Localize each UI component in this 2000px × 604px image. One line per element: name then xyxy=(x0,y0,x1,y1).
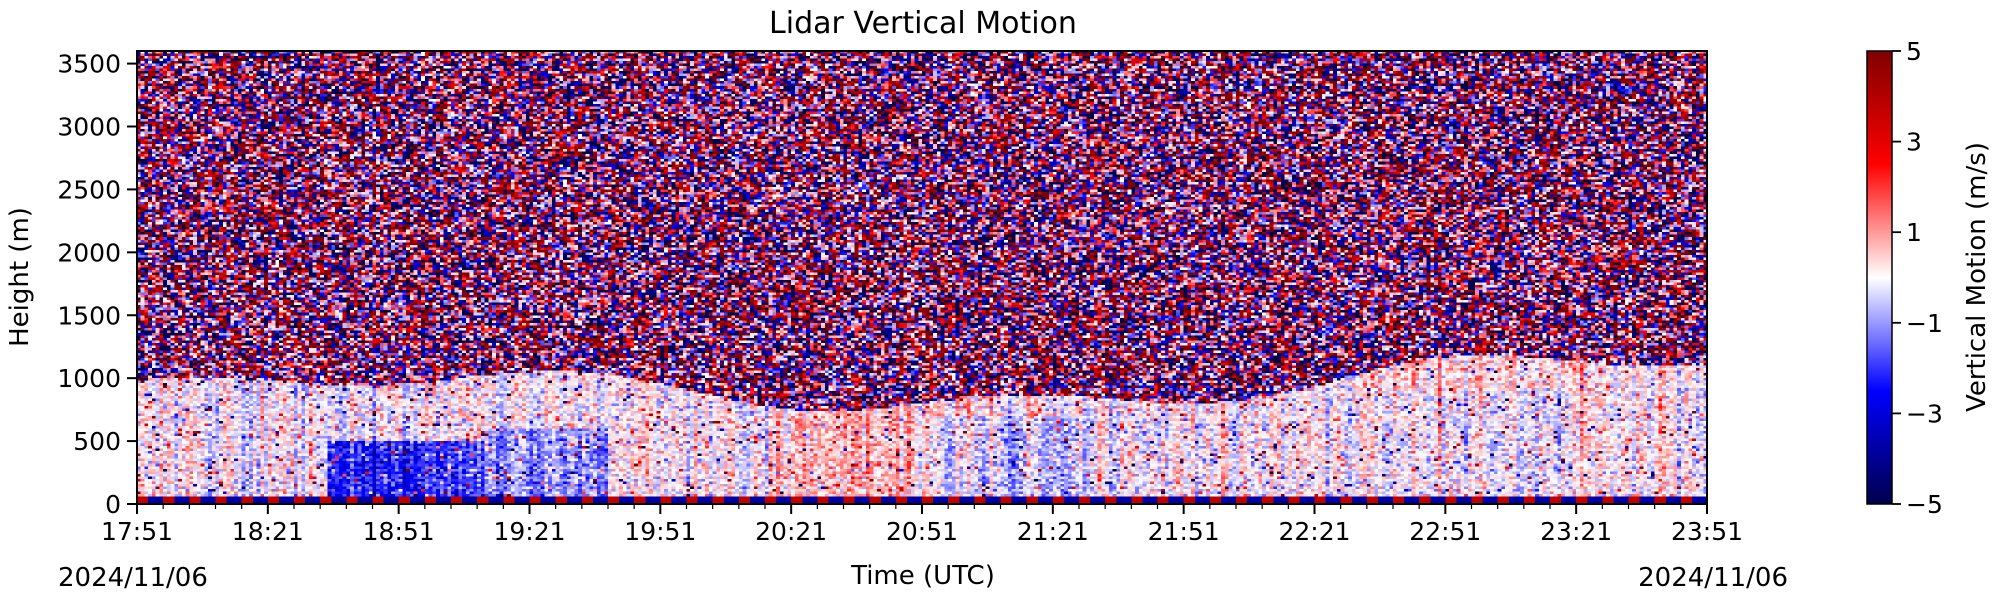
y-tick-label: 2000 xyxy=(57,238,121,267)
y-tick-label: 1500 xyxy=(57,301,121,330)
x-tick-label: 18:51 xyxy=(363,517,435,546)
y-tick-label: 3000 xyxy=(57,113,121,142)
x-tick-label: 18:21 xyxy=(232,517,304,546)
colorbar-tick-label: 1 xyxy=(1906,218,1922,247)
colorbar-label: Vertical Motion (m/s) xyxy=(1962,142,1992,412)
colorbar-ticks: 5 3 1 −1 −3 −5 xyxy=(1892,37,1943,519)
x-tick-label: 20:51 xyxy=(886,517,958,546)
x-tick-label: 22:21 xyxy=(1278,517,1350,546)
colorbar-tick-label: −1 xyxy=(1906,309,1943,338)
heatmap-image xyxy=(137,51,1707,504)
y-axis: 0 500 1000 1500 2000 2500 3000 3500 xyxy=(57,50,137,519)
x-axis: 17:51 18:21 18:51 19:21 19:51 20:21 20:51 21:21… xyxy=(101,504,1743,546)
colorbar-tick-label: −5 xyxy=(1906,490,1943,519)
y-tick-label: 2500 xyxy=(57,175,121,204)
chart-title: Lidar Vertical Motion xyxy=(769,6,1077,41)
y-tick-label: 500 xyxy=(73,427,121,456)
x-tick-label: 19:21 xyxy=(493,517,565,546)
x-tick-label: 23:51 xyxy=(1671,517,1743,546)
y-tick-label: 0 xyxy=(105,490,121,519)
y-tick-label: 1000 xyxy=(57,364,121,393)
colorbar-tick-label: 3 xyxy=(1906,128,1922,157)
heatmap-area xyxy=(137,51,1707,504)
x-tick-label: 22:51 xyxy=(1409,517,1481,546)
y-axis-label: Height (m) xyxy=(5,207,35,347)
colorbar xyxy=(1866,50,1893,505)
x-axis-label: Time (UTC) xyxy=(850,561,995,591)
y-tick-label: 3500 xyxy=(57,50,121,79)
x-tick-label: 19:51 xyxy=(624,517,696,546)
colorbar-tick-label: −3 xyxy=(1906,399,1943,428)
start-date-label: 2024/11/06 xyxy=(58,563,208,593)
end-date-label: 2024/11/06 xyxy=(1638,563,1788,593)
x-tick-label: 20:21 xyxy=(755,517,827,546)
x-tick-label: 21:21 xyxy=(1017,517,1089,546)
x-tick-label: 23:21 xyxy=(1540,517,1612,546)
x-tick-label: 21:51 xyxy=(1148,517,1220,546)
x-tick-label: 17:51 xyxy=(101,517,173,546)
colorbar-tick-label: 5 xyxy=(1906,37,1922,66)
